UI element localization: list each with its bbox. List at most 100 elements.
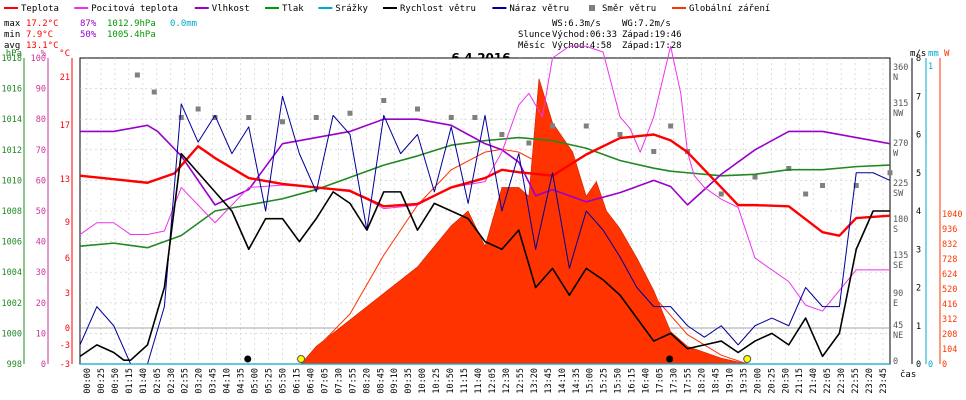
legend-marker-7 [589,5,595,11]
humidity-axis-tick: 80 [36,115,46,125]
temperature-axis-tick: -3 [60,360,70,370]
pressure-axis-tick: 1002 [2,299,22,309]
x-tick-label: 16:15 [628,368,638,394]
radiation-axis-tick: 416 [942,300,957,310]
x-tick-label: 05:00 [251,368,261,394]
humidity-axis-tick: 70 [36,146,46,156]
moon-label: Měsíc [518,41,545,51]
wind-dir-axis-tick: 315 [893,99,908,109]
radiation-axis-tick: 728 [942,255,957,265]
stat-avg-temp: 13.1°C [26,41,59,51]
x-tick-label: 17:05 [656,368,666,394]
legend-label-5: Rychlost větru [400,4,476,14]
stat-min-temp: 7.9°C [26,30,53,40]
x-tick-label: 09:35 [404,368,414,394]
wind-speed-info: WS:6.3m/s [552,19,601,29]
x-tick-label: 00:00 [83,368,93,394]
wind-speed-axis-tick: 4 [916,207,921,217]
x-tick-label: 03:20 [195,368,205,394]
stat-max-rain: 0.0mm [170,19,197,29]
wind-dir-axis-tick-label: W [893,149,899,159]
humidity-axis-tick: 100 [31,54,46,64]
radiation-axis-tick: 832 [942,240,957,250]
wind-direction-point [246,115,252,120]
wind-speed-axis-tick: 3 [916,245,921,255]
pressure-axis-tick: 1018 [2,54,22,64]
stat-avg-label: avg [4,41,20,51]
temperature-axis-tick: 21 [60,73,70,83]
humidity-axis-tick: 90 [36,85,46,95]
stat-max-temp: 17.2°C [26,19,59,29]
wind-dir-axis-tick: 180 [893,215,908,225]
wind-direction-point [617,132,623,137]
x-tick-label: 01:15 [125,368,135,394]
humidity-axis-tick: 50 [36,207,46,217]
wind-direction-point [347,110,353,116]
wind-direction-point [151,89,157,95]
x-tick-label: 06:40 [306,368,316,394]
humidity-axis-tick: 20 [36,299,46,309]
wind-direction-point [820,183,825,188]
wind-dir-axis-tick: 360 [893,63,908,73]
x-tick-label: 05:50 [279,368,289,394]
wind-dir-axis-tick-label: SW [893,189,904,199]
radiation-axis-tick: 312 [942,315,957,325]
x-tick-label: 22:55 [851,368,861,394]
wind-direction-point [887,170,893,176]
legend-label-4: Srážky [335,4,368,14]
stats-panel: max 17.2°C 87% 1012.9hPa 0.0mm min 7.9°C… [4,19,197,51]
wind-dir-axis-tick: 270 [893,139,908,149]
rain-axis-unit: mm [928,49,939,59]
stat-min-label: min [4,30,20,40]
legend-label-6: Náraz větru [509,4,569,14]
rain-axis-tick: 1 [928,62,933,72]
x-tick-label: 00:25 [97,368,107,394]
wind-dir-axis-tick-label: S [893,225,898,235]
wind-dir-axis-tick: 0 [893,357,898,367]
wind-speed-axis-tick: 2 [916,284,921,294]
x-tick-label: 04:35 [237,368,247,394]
series-wind-speed-line [79,152,890,361]
pressure-axis-tick: 1012 [2,146,22,156]
clear-sky-radiation-line [300,148,748,365]
pressure-axis-tick: 1000 [2,329,22,339]
temperature-axis-unit: °C [59,49,70,59]
x-tick-label: 14:10 [558,368,568,394]
wind-direction-point [178,115,184,120]
radiation-axis-tick: 208 [942,330,957,340]
x-tick-label: 10:25 [432,368,442,394]
x-tick-label: 07:55 [348,368,358,394]
x-tick-label: 13:45 [544,368,554,394]
x-tick-label: 14:35 [572,368,582,394]
pressure-axis-unit: hPa [6,49,22,59]
sunset-info: Západ:19:46 [622,30,682,40]
x-tick-label: 19:10 [725,368,735,394]
x-tick-label: 01:40 [139,368,149,394]
x-tick-label: 02:05 [153,368,163,394]
stat-min-press: 1005.4hPa [107,30,156,40]
wind-direction-point [651,149,657,154]
wind-direction-point [472,115,478,120]
wind-direction-point [448,115,454,120]
humidity-axis-tick: 10 [36,329,46,339]
series-pressure-line [79,136,891,249]
radiation-axis-tick: 520 [942,285,957,295]
temperature-axis-tick: 0 [65,324,70,334]
pressure-axis-tick: 1006 [2,238,22,248]
x-tick-label: 06:15 [292,368,302,394]
wind-gust-info: WG:7.2m/s [622,19,671,29]
temperature-axis-tick: 17 [60,121,70,131]
legend-label-0: Teplota [21,4,59,14]
series-feels-like-line [79,45,890,312]
x-tick-label: 09:10 [390,368,400,394]
pressure-axis-tick: 1014 [2,115,22,125]
wind-dir-axis-tick-label: NW [893,109,904,119]
wind-direction-point [718,191,724,197]
pressure-axis-tick: 998 [7,360,22,370]
wind-direction-point [550,123,555,129]
radiation-axis-tick: 936 [942,225,957,235]
sun-label: Slunce [518,30,551,40]
temperature-axis-tick: 13 [60,175,70,185]
x-tick-label: 15:00 [586,368,596,394]
